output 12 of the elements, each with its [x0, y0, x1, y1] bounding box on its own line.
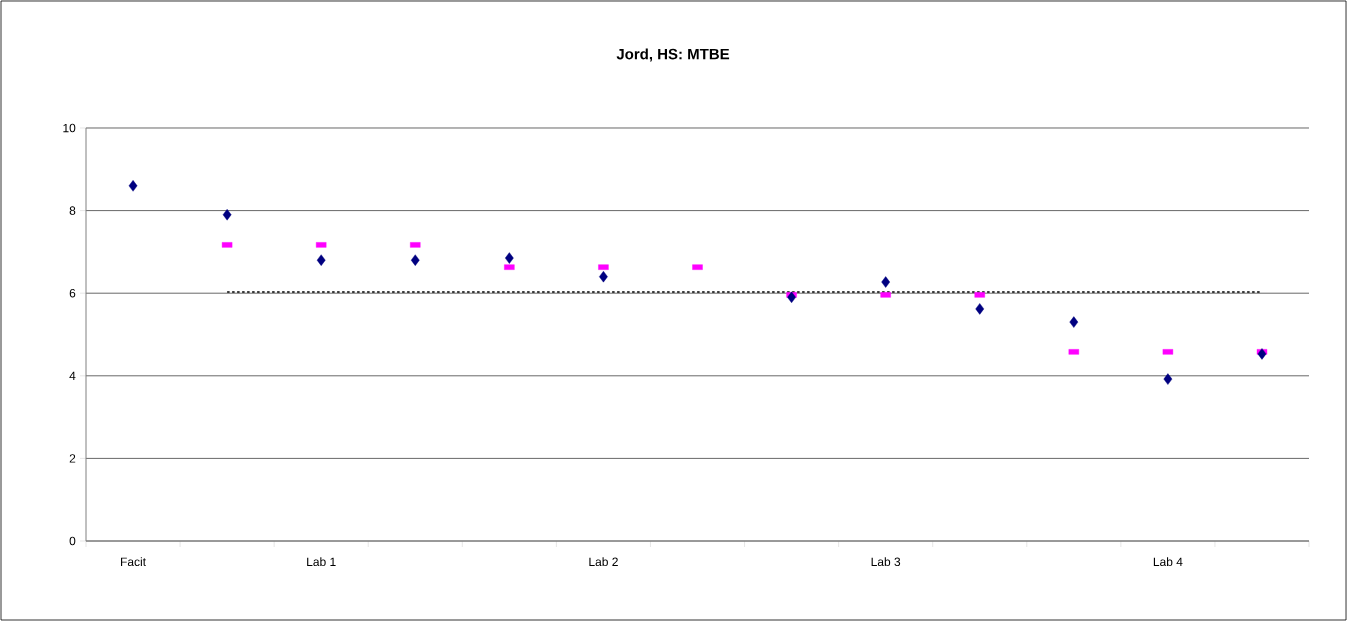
x-tick-label: Lab 1: [307, 557, 336, 567]
y-tick-label: 2: [69, 454, 76, 463]
chart-title: Jord, HS: MTBE: [616, 48, 730, 62]
x-tick-label: Lab 3: [871, 557, 901, 567]
y-tick-label: 10: [63, 123, 76, 133]
y-tick-label: 4: [69, 371, 76, 380]
x-tick-label: Lab 4: [1153, 557, 1183, 567]
y-tick-label: 6: [69, 288, 76, 298]
x-tick-label: Lab 2: [589, 557, 618, 567]
x-tick-label: Facit: [121, 557, 146, 567]
y-tick-label: 0: [69, 536, 76, 546]
y-tick-label: 8: [69, 206, 76, 215]
